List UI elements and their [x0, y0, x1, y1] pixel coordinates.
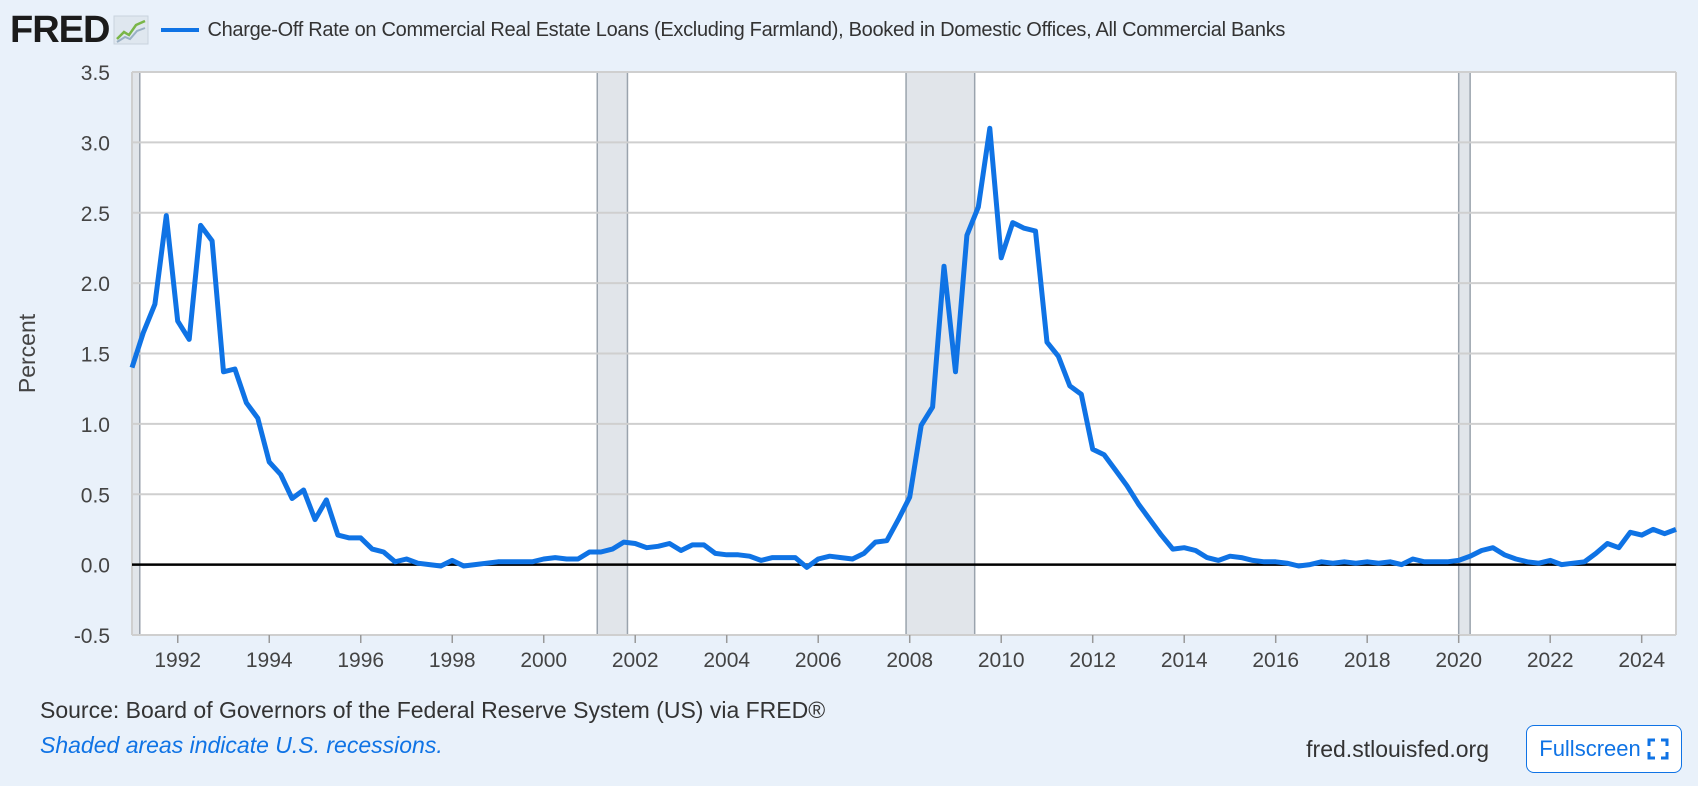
x-tick-label: 2024: [1618, 649, 1665, 672]
y-tick-label: -0.5: [74, 625, 110, 648]
y-axis: -0.5 0.0 0.5 1.0 1.5 2.0 2.5 3.0 3.5: [74, 62, 110, 648]
x-tick-label: 2002: [612, 649, 659, 672]
x-tick-label: 1996: [337, 649, 384, 672]
x-tick-label: 2006: [795, 649, 842, 672]
x-tick-label: 2014: [1161, 649, 1208, 672]
x-tick-label: 2004: [703, 649, 750, 672]
y-axis-label: Percent: [14, 313, 40, 393]
y-tick-label: 2.5: [81, 203, 110, 226]
fullscreen-button[interactable]: Fullscreen: [1526, 725, 1682, 773]
legend-label: Charge-Off Rate on Commercial Real Estat…: [207, 18, 1286, 41]
x-tick-label: 2000: [520, 649, 567, 672]
y-tick-label: 3.5: [81, 62, 110, 85]
recession-note: Shaded areas indicate U.S. recessions.: [40, 732, 443, 758]
x-tick-label: 2018: [1344, 649, 1391, 672]
x-tick-label: 2016: [1252, 649, 1299, 672]
y-tick-label: 2.0: [81, 273, 110, 296]
x-tick-label: 2010: [978, 649, 1025, 672]
x-tick-label: 1994: [246, 649, 293, 672]
y-tick-label: 0.0: [81, 555, 110, 578]
legend-swatch: [161, 28, 200, 32]
x-tick-label: 2022: [1527, 649, 1574, 672]
series-line: [129, 125, 1677, 570]
x-axis: 1992 1994 1996 1998 2000 2002 2004 2006 2008 2010…: [154, 635, 1665, 672]
source-text: Source: Board of Governors of the Federa…: [40, 697, 826, 723]
fred-chart-icon: [113, 15, 149, 45]
y-tick-label: 3.0: [81, 132, 110, 155]
line-chart: -0.50.00.51.01.52.02.53.03.5 1992 1994 199…: [14, 62, 1677, 672]
x-tick-label: 1998: [429, 649, 476, 672]
fred-logo[interactable]: FRED: [10, 9, 110, 51]
legend: Charge-Off Rate on Commercial Real Estat…: [161, 19, 1285, 42]
y-tick-label: 1.5: [81, 344, 110, 367]
chart-header: FRED Charge-Off Rate on Commercial Real …: [10, 10, 1285, 50]
fullscreen-label: Fullscreen: [1539, 736, 1641, 761]
site-link[interactable]: fred.stlouisfed.org: [1306, 736, 1489, 762]
expand-icon: [1647, 738, 1669, 760]
x-tick-label: 2020: [1435, 649, 1482, 672]
y-tick-label: 1.0: [81, 414, 110, 437]
x-tick-label: 2012: [1069, 649, 1116, 672]
x-tick-label: 2008: [886, 649, 933, 672]
x-tick-label: 1992: [154, 649, 201, 672]
y-tick-label: 0.5: [81, 484, 110, 507]
